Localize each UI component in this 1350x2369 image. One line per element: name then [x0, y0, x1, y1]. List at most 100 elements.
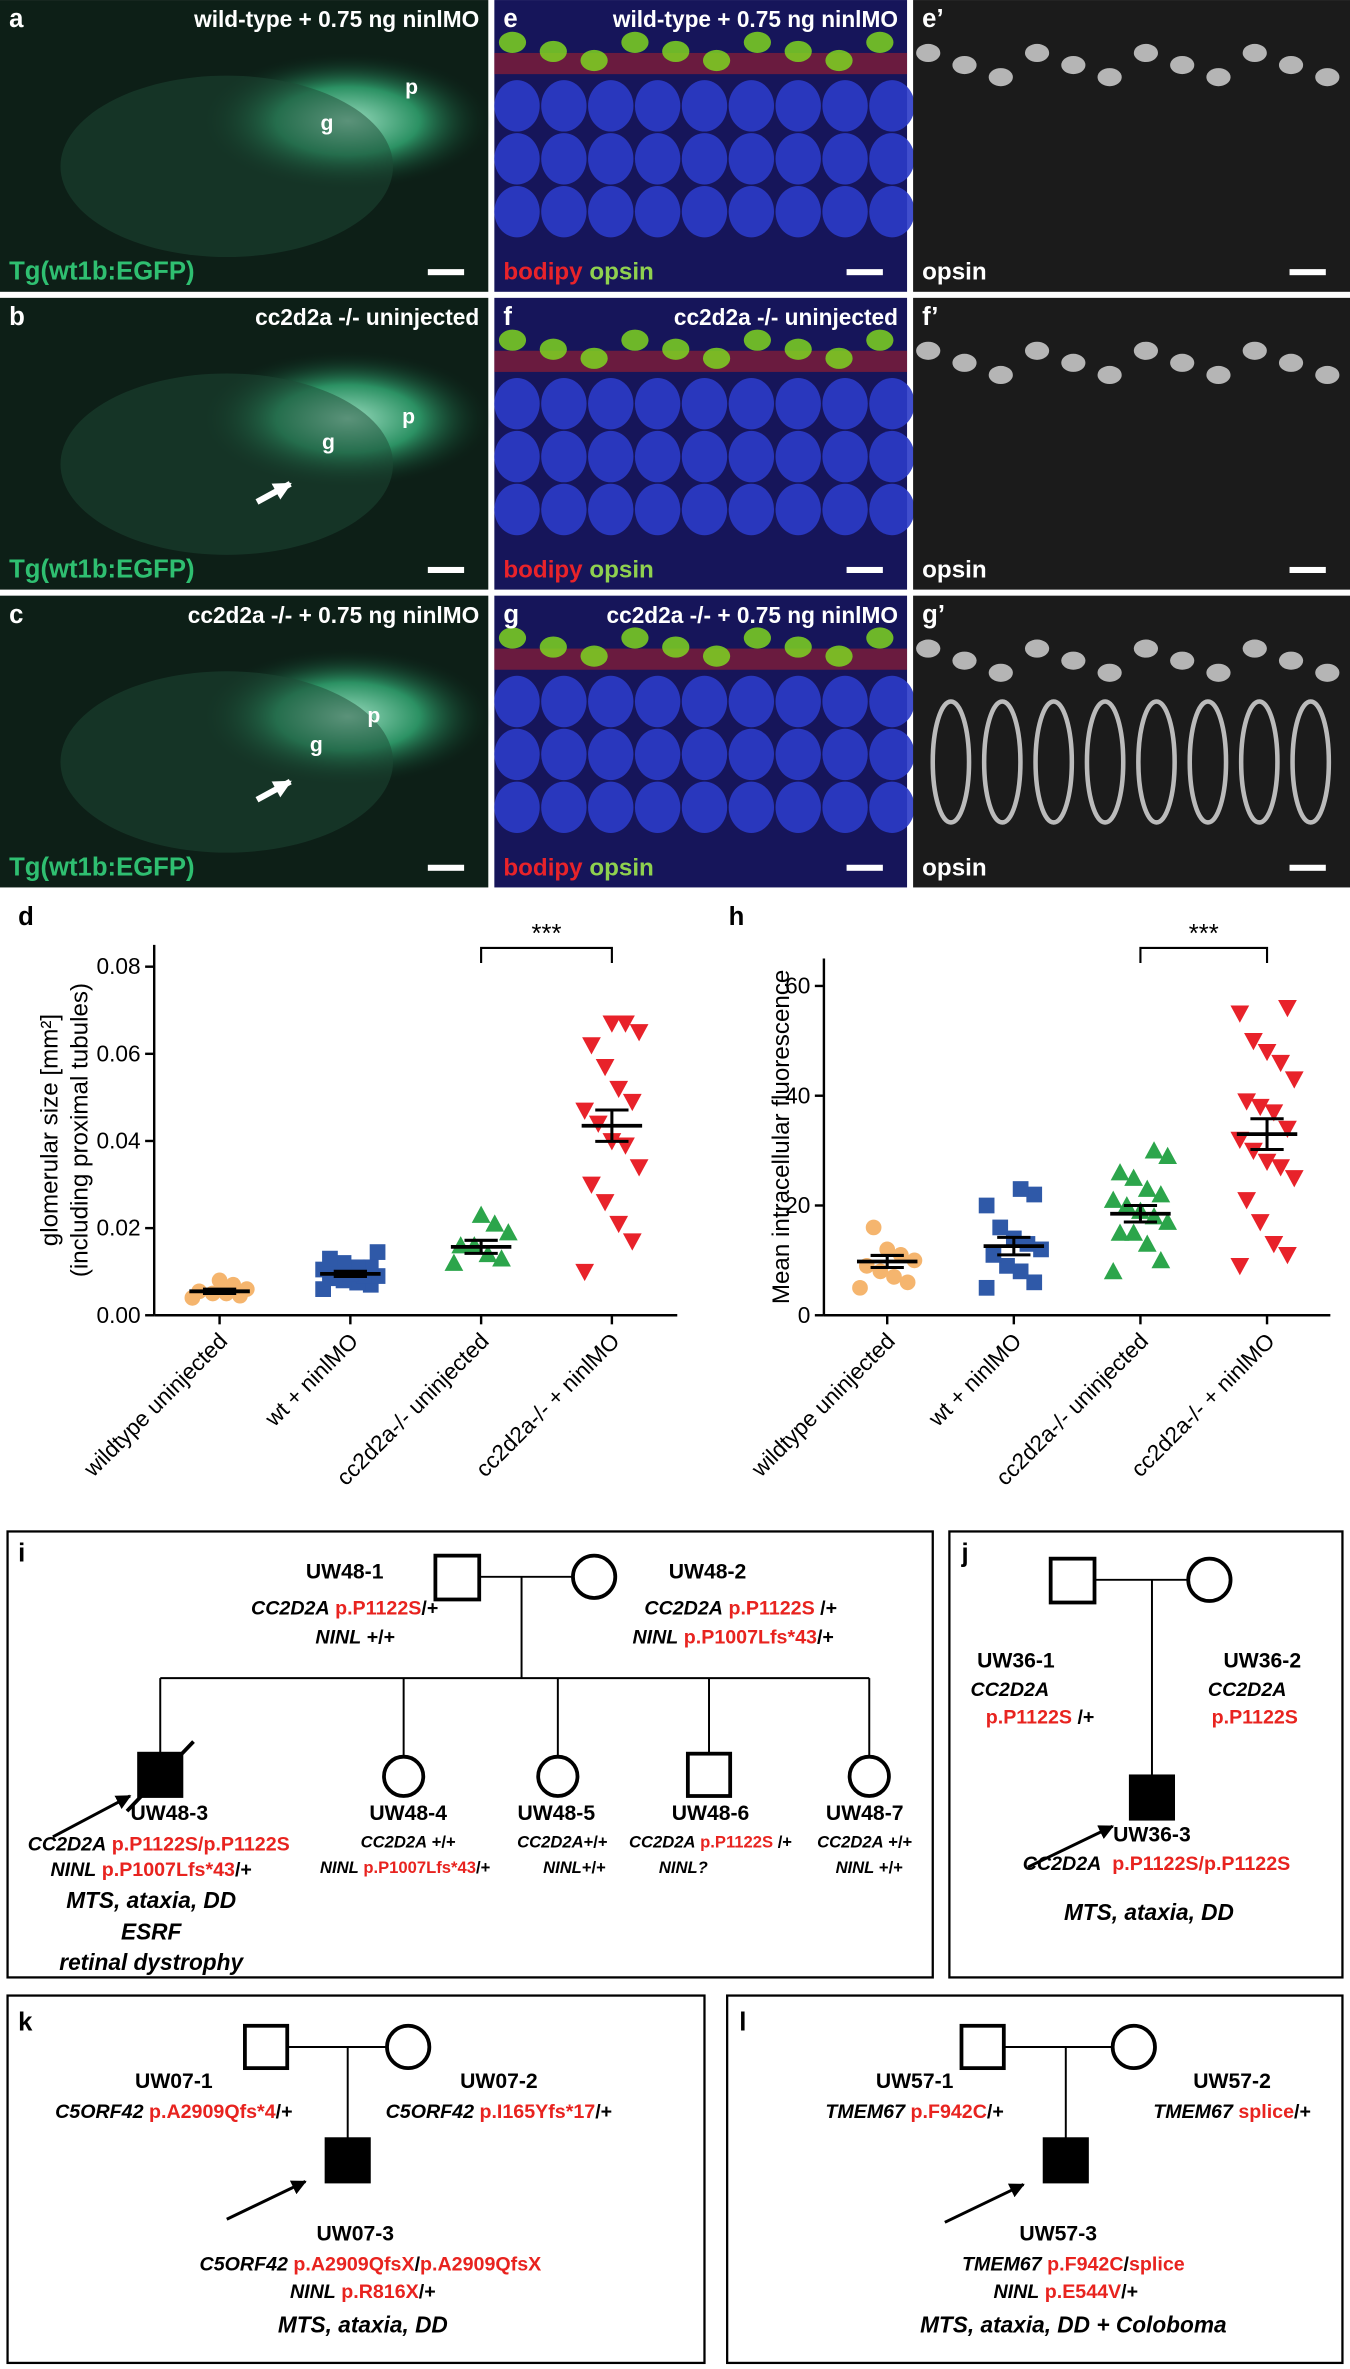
- nucleus: [775, 377, 821, 430]
- male: [685, 1751, 733, 1798]
- panel-caption: cc2d2a -/- + 0.75 ng ninlMO: [607, 602, 898, 628]
- male: [1048, 1556, 1097, 1605]
- opsin-signal: [866, 329, 894, 351]
- data-point: [1257, 1153, 1277, 1171]
- label-part: p.A2909QfsX: [420, 2254, 541, 2276]
- nucleus: [541, 133, 587, 185]
- nucleus: [494, 781, 540, 834]
- x-tick-label: wildtype uninjected: [745, 1328, 899, 1482]
- label-part: MTS, ataxia, DD: [1064, 1899, 1234, 1925]
- label-part: p.F942C: [905, 2101, 987, 2123]
- pedigree-line: [159, 1575, 871, 1757]
- label-part: CC2D2A: [1208, 1679, 1287, 1701]
- label-part: p.A2909QfsX: [288, 2254, 415, 2276]
- opsin-signal: [1278, 55, 1304, 75]
- panel-frame: [6, 1530, 934, 1979]
- opsin-signal: [621, 31, 649, 53]
- data-point: [335, 1255, 352, 1271]
- label-part: /+: [235, 1859, 252, 1881]
- data-point: [1264, 1104, 1284, 1122]
- data-point: [1264, 1236, 1284, 1254]
- opsin-signal: [930, 699, 972, 825]
- data-point: [978, 1197, 995, 1214]
- x-tick-label: cc2d2a-/- + ninlMO: [470, 1328, 624, 1482]
- stain-name: Tg(wt1b:EGFP): [9, 258, 195, 286]
- data-point: [616, 1015, 635, 1033]
- female: [385, 2023, 432, 2071]
- data-point: [1230, 1258, 1250, 1276]
- panel-frame: [6, 1994, 706, 2365]
- opsin-signal: [662, 40, 690, 63]
- opsin-signal: [784, 636, 812, 658]
- opsin-signal: [952, 651, 977, 670]
- nucleus: [588, 781, 634, 834]
- opsin-signal: [916, 639, 941, 658]
- stain-name: opsin: [922, 854, 986, 881]
- nucleus: [588, 133, 634, 185]
- nucleus: [681, 377, 728, 430]
- panel-letter: d: [18, 903, 34, 931]
- nucleus: [728, 781, 775, 834]
- significance-bracket: [1139, 946, 1269, 964]
- opsin-signal: [1206, 68, 1231, 87]
- panel-letter: j: [960, 1540, 968, 1568]
- data-point: [582, 1176, 601, 1194]
- data-point: [582, 1037, 601, 1055]
- label-part: +/+: [427, 1832, 456, 1851]
- data-point: [471, 1205, 491, 1223]
- nucleus: [541, 675, 587, 728]
- panel-letter: f’: [922, 303, 938, 331]
- data-point: [1137, 1179, 1157, 1197]
- data-point: [1026, 1274, 1043, 1291]
- data-point: [1237, 1192, 1257, 1210]
- data-point: [879, 1241, 896, 1258]
- stain-name: bodipy: [503, 259, 583, 286]
- opsin-signal: [702, 347, 731, 369]
- male: [243, 2023, 290, 2071]
- nucleus: [634, 781, 681, 834]
- pedigree-label: UW36-2: [1224, 1650, 1302, 1673]
- pedigree-label: UW48-2: [669, 1560, 747, 1583]
- label-part: p.E544V: [1039, 2281, 1121, 2303]
- stain-label: Tg(wt1b:EGFP): [9, 556, 195, 584]
- data-point: [498, 1223, 518, 1241]
- data-point: [1012, 1263, 1029, 1280]
- label-part: UW07-2: [460, 2070, 538, 2093]
- label-part: NINL: [993, 2281, 1039, 2303]
- nucleus: [634, 430, 681, 483]
- label-part: UW07-1: [135, 2070, 213, 2093]
- opsin-signal: [498, 329, 527, 351]
- nucleus: [869, 430, 915, 483]
- data-point: [1278, 1247, 1297, 1265]
- pedigree-label: C5ORF42 p.A2909Qfs*4/+: [55, 2101, 292, 2123]
- label-part: UW57-3: [1019, 2222, 1097, 2245]
- label-part: TMEM67: [962, 2254, 1043, 2276]
- opsin-signal: [1290, 699, 1332, 825]
- pedigree-label: MTS, ataxia, DD: [66, 1887, 236, 1913]
- label-part: +/+: [584, 1832, 608, 1851]
- label-part: +/+: [874, 1858, 903, 1877]
- panel-letter: l: [739, 2008, 746, 2036]
- opsin-signal: [1206, 663, 1231, 682]
- stain-name: bodipy: [503, 557, 583, 584]
- nucleus: [634, 185, 681, 238]
- data-point: [629, 1159, 649, 1177]
- opsin-signal: [1242, 341, 1267, 360]
- data-point: [1144, 1141, 1164, 1159]
- pedigree-label: CC2D2A: [1208, 1679, 1287, 1701]
- label-part: CC2D2A: [251, 1598, 330, 1620]
- pedigree-label: UW48-3: [131, 1802, 209, 1825]
- proband-arrow: [1027, 1824, 1115, 1869]
- label-part: p.P1122S: [986, 1706, 1072, 1728]
- opsin-signal: [1024, 639, 1050, 658]
- label-part: retinal dystrophy: [59, 1949, 244, 1975]
- label-part: UW48-3: [131, 1802, 209, 1825]
- nucleus: [494, 675, 540, 728]
- opsin-signal: [498, 627, 527, 649]
- nucleus: [681, 80, 728, 132]
- label-part: UW48-7: [826, 1802, 904, 1825]
- x-tick-label: wt + ninlMO: [922, 1328, 1026, 1432]
- opsin-signal: [1278, 651, 1304, 670]
- stain-label: bodipy opsin: [503, 557, 653, 584]
- nucleus: [681, 185, 728, 238]
